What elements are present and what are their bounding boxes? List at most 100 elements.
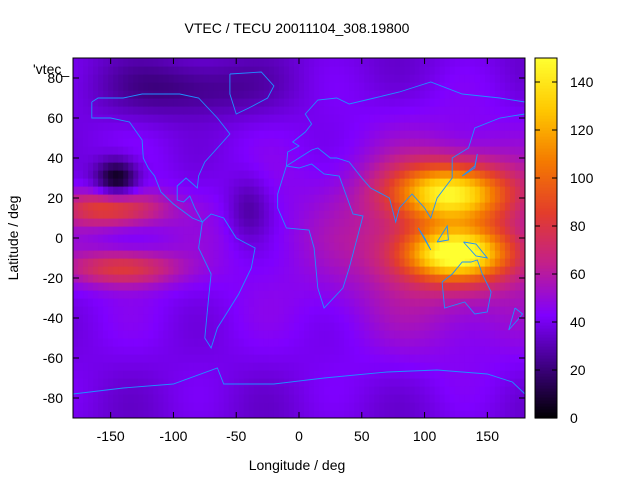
heatmap-cell	[394, 114, 401, 123]
heatmap-cell	[178, 242, 185, 251]
heatmap-cell	[429, 354, 436, 363]
heatmap-cell	[424, 314, 431, 323]
heatmap-cell	[268, 66, 275, 75]
heatmap-cell	[384, 90, 390, 99]
heatmap-cell	[469, 194, 476, 203]
heatmap-cell	[293, 402, 300, 411]
heatmap-cell	[93, 274, 99, 283]
heatmap-cell	[213, 130, 220, 139]
heatmap-cell	[203, 122, 210, 131]
heatmap-cell	[469, 98, 476, 107]
heatmap-cell	[439, 162, 446, 171]
colorbar-step	[535, 310, 557, 314]
heatmap-cell	[163, 218, 170, 227]
heatmap-cell	[83, 394, 89, 403]
heatmap-cell	[108, 330, 114, 339]
heatmap-cell	[404, 410, 411, 418]
heatmap-cell	[499, 98, 506, 107]
heatmap-cell	[178, 298, 185, 307]
heatmap-cell	[409, 258, 416, 267]
heatmap-cell	[113, 362, 119, 371]
heatmap-cell	[389, 394, 396, 403]
heatmap-cell	[173, 186, 180, 195]
heatmap-cell	[419, 370, 426, 379]
heatmap-cell	[364, 74, 370, 83]
heatmap-cell	[198, 122, 205, 131]
heatmap-cell	[163, 146, 170, 155]
heatmap-cell	[374, 66, 380, 75]
heatmap-cell	[93, 362, 99, 371]
heatmap-cell	[98, 298, 104, 307]
heatmap-cell	[414, 106, 421, 115]
heatmap-cell	[484, 218, 491, 227]
heatmap-cell	[273, 346, 280, 355]
heatmap-cell	[293, 58, 300, 67]
heatmap-cell	[128, 410, 134, 418]
heatmap-cell	[474, 146, 481, 155]
heatmap-cell	[424, 114, 431, 123]
heatmap-cell	[243, 250, 250, 259]
heatmap-cell	[484, 162, 491, 171]
heatmap-cell	[484, 98, 491, 107]
heatmap-cell	[268, 202, 275, 211]
colorbar-step	[535, 250, 557, 254]
heatmap-cell	[163, 298, 170, 307]
heatmap-cell	[178, 266, 185, 275]
heatmap-cell	[88, 162, 94, 171]
heatmap-cell	[394, 90, 401, 99]
heatmap-cell	[93, 410, 99, 418]
heatmap-cell	[198, 106, 205, 115]
heatmap-cell	[123, 138, 129, 147]
heatmap-cell	[399, 282, 406, 291]
heatmap-cell	[379, 138, 385, 147]
heatmap-cell	[504, 250, 511, 259]
heatmap-cell	[188, 250, 195, 259]
heatmap-cell	[198, 386, 205, 395]
heatmap-cell	[489, 186, 496, 195]
heatmap-cell	[258, 162, 265, 171]
heatmap-cell	[399, 314, 406, 323]
heatmap-cell	[183, 258, 190, 267]
heatmap-cell	[163, 138, 170, 147]
heatmap-cell	[514, 362, 521, 371]
heatmap-cell	[324, 226, 330, 235]
heatmap-cell	[349, 186, 355, 195]
heatmap-cell	[293, 82, 300, 91]
heatmap-cell	[268, 98, 275, 107]
heatmap-cell	[504, 290, 511, 299]
heatmap-cell	[349, 106, 355, 115]
heatmap-cell	[278, 58, 285, 67]
heatmap-cell	[369, 106, 375, 115]
heatmap-cell	[153, 170, 159, 179]
heatmap-cell	[444, 338, 451, 347]
heatmap-cell	[444, 306, 451, 315]
heatmap-cell	[319, 162, 325, 171]
heatmap-cell	[153, 226, 159, 235]
heatmap-cell	[509, 242, 516, 251]
heatmap-cell	[233, 370, 240, 379]
heatmap-cell	[173, 162, 180, 171]
heatmap-cell	[419, 290, 426, 299]
heatmap-cell	[489, 98, 496, 107]
heatmap-cell	[228, 178, 235, 187]
heatmap-cell	[434, 74, 441, 83]
heatmap-cell	[268, 234, 275, 243]
heatmap-cell	[173, 66, 180, 75]
heatmap-cell	[288, 114, 295, 123]
heatmap-cell	[223, 210, 230, 219]
heatmap-cell	[434, 386, 441, 395]
heatmap-cell	[123, 322, 129, 331]
heatmap-cell	[514, 386, 521, 395]
heatmap-cell	[173, 82, 180, 91]
heatmap-cell	[168, 82, 175, 91]
heatmap-cell	[233, 218, 240, 227]
heatmap-cell	[98, 258, 104, 267]
heatmap-cell	[339, 322, 345, 331]
heatmap-cell	[404, 346, 411, 355]
heatmap-cell	[369, 378, 375, 387]
heatmap-cell	[429, 322, 436, 331]
heatmap-cell	[314, 242, 320, 251]
heatmap-cell	[324, 138, 330, 147]
heatmap-cell	[449, 410, 456, 418]
heatmap-cell	[223, 330, 230, 339]
